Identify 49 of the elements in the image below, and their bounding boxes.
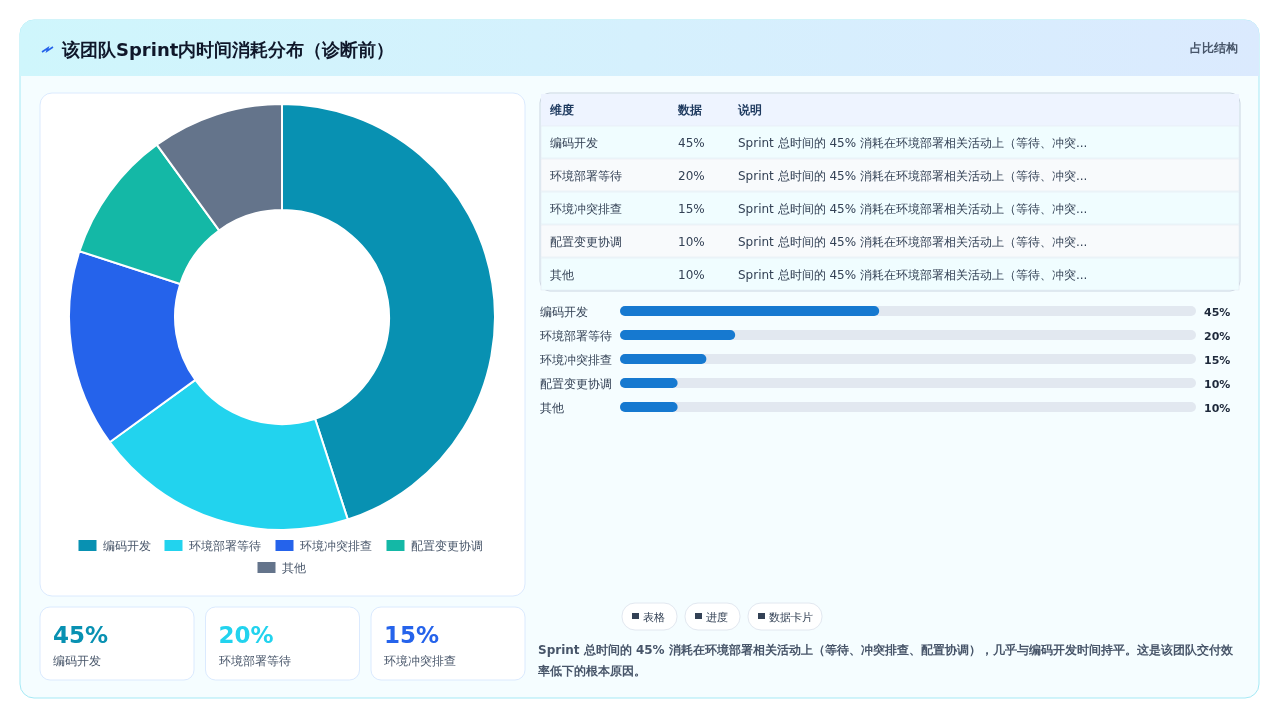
data-label: 20% bbox=[678, 169, 705, 183]
category-label: 其他 bbox=[550, 268, 574, 282]
text: Sprint 总时间的 45% 消耗在环境部署相关活动上（等待、冲突... bbox=[738, 202, 1088, 216]
text: Sprint 总时间的 45% 消耗在环境部署相关活动上（等待、冲突... bbox=[738, 136, 1088, 150]
category-label: 环境部署等待 bbox=[540, 329, 612, 343]
category-label: 编码开发 bbox=[53, 654, 101, 668]
legend-label: 配置变更协调 bbox=[410, 539, 483, 553]
data-label: 15% bbox=[678, 202, 705, 216]
text: Sprint 总时间的 45% 消耗在环境部署相关活动上（等待、冲突... bbox=[738, 268, 1088, 282]
legend-label: 编码开发 bbox=[102, 539, 151, 553]
text: 数据 bbox=[677, 103, 702, 117]
text: 数据卡片 bbox=[769, 611, 813, 624]
category-label: 其他 bbox=[540, 401, 564, 415]
text: 占比结构 bbox=[1190, 41, 1238, 55]
text: 维度 bbox=[549, 103, 574, 117]
category-label: 环境部署等待 bbox=[218, 654, 291, 668]
category-label: 编码开发 bbox=[550, 136, 598, 150]
chart-title: 该团队Sprint内时间消耗分布（诊断前） bbox=[61, 39, 395, 60]
data-label: 10% bbox=[1204, 378, 1231, 391]
category-label: 环境冲突排查 bbox=[384, 654, 456, 668]
bar bbox=[620, 378, 678, 388]
text: Sprint 总时间的 45% 消耗在环境部署相关活动上（等待、冲突... bbox=[738, 169, 1088, 183]
text: 表格 bbox=[643, 611, 665, 624]
data-label: 45% bbox=[53, 622, 109, 648]
legend-label: 环境部署等待 bbox=[188, 539, 261, 553]
data-label: 15% bbox=[384, 622, 440, 648]
text: Sprint 总时间的 45% 消耗在环境部署相关活动上（等待、冲突... bbox=[738, 235, 1088, 249]
data-label: 10% bbox=[1204, 402, 1231, 415]
data-label: 15% bbox=[1204, 354, 1231, 367]
bar bbox=[620, 354, 707, 364]
legend-label: 环境冲突排查 bbox=[299, 539, 372, 553]
bar bbox=[620, 330, 736, 340]
data-label: 20% bbox=[1204, 330, 1231, 343]
text: 进度 bbox=[706, 611, 728, 624]
category-label: 环境冲突排查 bbox=[550, 202, 622, 216]
data-label: 10% bbox=[678, 235, 705, 249]
category-label: 环境部署等待 bbox=[550, 169, 622, 183]
category-label: 配置变更协调 bbox=[540, 377, 612, 391]
data-label: 45% bbox=[1204, 306, 1231, 319]
bar bbox=[620, 402, 678, 412]
data-label: 20% bbox=[218, 622, 274, 648]
data-label: 45% bbox=[678, 136, 705, 150]
text: 说明 bbox=[737, 103, 762, 117]
legend-label: 其他 bbox=[281, 561, 306, 575]
category-label: 配置变更协调 bbox=[550, 235, 622, 249]
category-label: 编码开发 bbox=[540, 305, 588, 319]
text: Sprint 总时间的 45% 消耗在环境部署相关活动上（等待、冲突排查、配置协调），几乎与编码开发时间持平。这是该团队交付效率低下的根本原因。 bbox=[538, 642, 1234, 680]
data-label: 10% bbox=[678, 268, 705, 282]
category-label: 环境冲突排查 bbox=[540, 353, 612, 367]
